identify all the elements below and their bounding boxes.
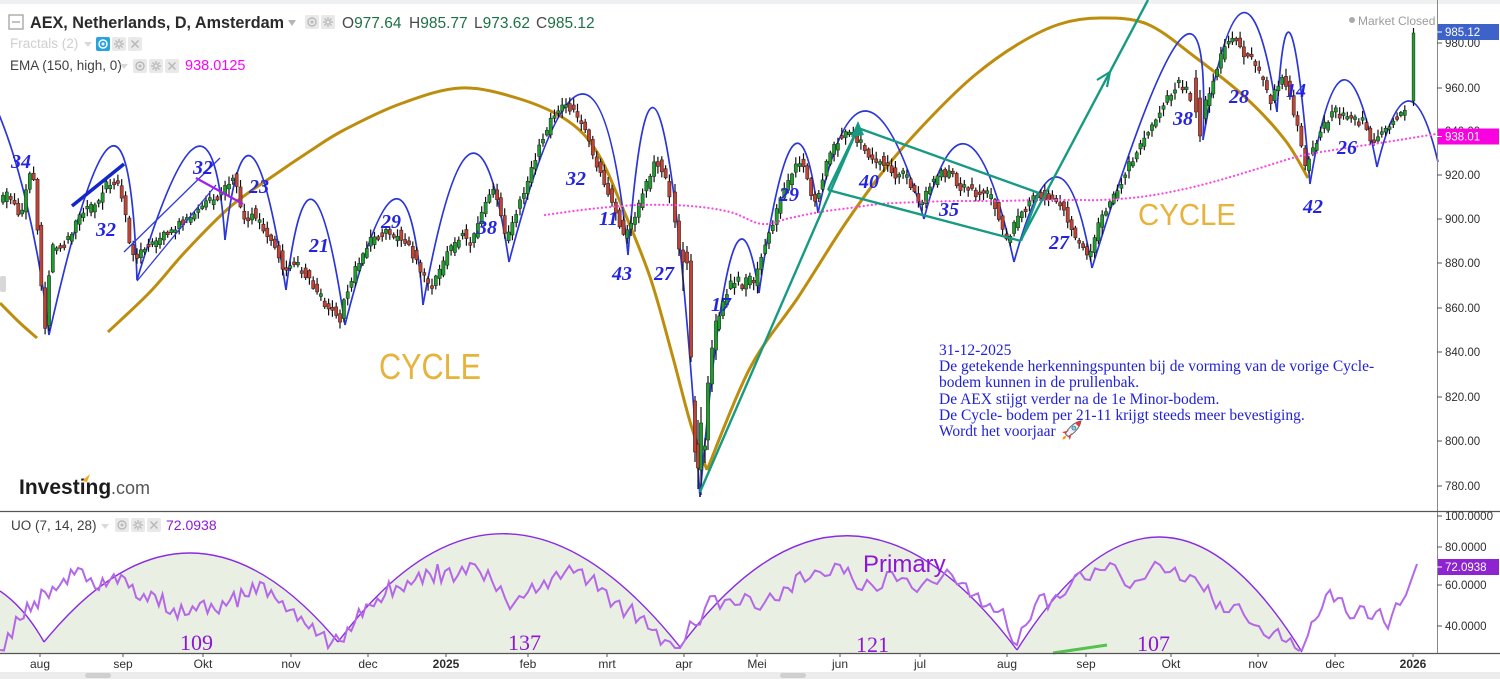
svg-text:Okt: Okt xyxy=(1162,657,1181,671)
svg-text:De Cycle- bodem per 21-11 krij: De Cycle- bodem per 21-11 krijgt steeds … xyxy=(939,407,1305,424)
svg-text:72.0938: 72.0938 xyxy=(166,517,217,533)
svg-text:107: 107 xyxy=(1137,631,1170,656)
svg-text:Market Closed: Market Closed xyxy=(1358,14,1435,28)
svg-text:2026: 2026 xyxy=(1400,657,1427,671)
svg-text:27: 27 xyxy=(653,263,675,285)
svg-text:100.0000: 100.0000 xyxy=(1445,511,1493,523)
svg-text:jun: jun xyxy=(831,657,848,671)
svg-text:900.00: 900.00 xyxy=(1445,214,1480,226)
svg-text:CYCLE: CYCLE xyxy=(379,346,481,387)
svg-text:29: 29 xyxy=(380,211,401,233)
svg-text:jul: jul xyxy=(913,657,926,671)
svg-text:CYCLE: CYCLE xyxy=(1138,197,1236,232)
svg-text:32: 32 xyxy=(565,168,586,190)
svg-text:60.0000: 60.0000 xyxy=(1445,580,1487,592)
svg-text:780.00: 780.00 xyxy=(1445,481,1480,493)
svg-text:29: 29 xyxy=(778,184,799,206)
svg-text:26: 26 xyxy=(1336,137,1357,159)
svg-text:.com: .com xyxy=(111,478,150,498)
svg-text:840.00: 840.00 xyxy=(1445,347,1480,359)
svg-text:apr: apr xyxy=(675,657,692,671)
svg-text:980.00: 980.00 xyxy=(1445,38,1480,50)
svg-text:35: 35 xyxy=(938,199,959,221)
svg-text:31-12-2025: 31-12-2025 xyxy=(939,342,1012,359)
svg-text:dec: dec xyxy=(1325,657,1344,671)
svg-text:Wordt het voorjaar: Wordt het voorjaar xyxy=(939,423,1057,440)
svg-text:sep: sep xyxy=(1076,657,1096,671)
svg-text:sep: sep xyxy=(113,657,133,671)
svg-text:23: 23 xyxy=(248,176,269,198)
svg-text:34: 34 xyxy=(10,151,31,173)
svg-text:C985.12: C985.12 xyxy=(536,15,595,32)
svg-text:32: 32 xyxy=(192,157,213,179)
svg-text:feb: feb xyxy=(520,657,537,671)
svg-text:AEX, Netherlands, D, Amsterdam: AEX, Netherlands, D, Amsterdam xyxy=(30,14,284,32)
svg-text:2025: 2025 xyxy=(433,657,460,671)
svg-text:960.00: 960.00 xyxy=(1445,83,1480,95)
svg-text:28: 28 xyxy=(1228,86,1249,108)
svg-text:mrt: mrt xyxy=(598,657,616,671)
svg-text:UO (7, 14, 28): UO (7, 14, 28) xyxy=(11,518,97,533)
svg-text:aug: aug xyxy=(997,657,1017,671)
svg-text:dec: dec xyxy=(358,657,377,671)
svg-text:H985.77: H985.77 xyxy=(409,15,468,32)
svg-text:17: 17 xyxy=(711,294,732,316)
svg-text:38: 38 xyxy=(1172,108,1193,130)
svg-text:L973.62: L973.62 xyxy=(474,15,530,32)
svg-text:42: 42 xyxy=(1302,196,1323,218)
svg-text:72.0938: 72.0938 xyxy=(1445,562,1487,574)
svg-text:De getekende herkenningspunten: De getekende herkenningspunten bij de vo… xyxy=(939,358,1374,375)
svg-text:121: 121 xyxy=(856,632,889,657)
svg-text:De AEX stijgt verder na de 1e: De AEX stijgt verder na de 1e Minor-bode… xyxy=(939,391,1219,408)
svg-text:21: 21 xyxy=(308,235,329,257)
svg-text:O977.64: O977.64 xyxy=(342,15,402,32)
svg-text:11: 11 xyxy=(599,208,618,230)
svg-text:Investing: Investing xyxy=(19,476,111,499)
svg-text:43: 43 xyxy=(611,263,632,285)
svg-text:40: 40 xyxy=(858,171,879,193)
svg-text:bodem kunnen in de prullenbak.: bodem kunnen in de prullenbak. xyxy=(939,374,1139,391)
svg-text:985.12: 985.12 xyxy=(1445,27,1480,39)
svg-text:nov: nov xyxy=(1248,657,1267,671)
svg-text:880.00: 880.00 xyxy=(1445,258,1480,270)
svg-text:32: 32 xyxy=(95,219,116,241)
svg-text:Mei: Mei xyxy=(747,657,766,671)
svg-text:14: 14 xyxy=(1286,80,1306,102)
svg-text:EMA (150, high, 0): EMA (150, high, 0) xyxy=(10,58,122,73)
svg-text:109: 109 xyxy=(180,630,213,655)
svg-text:80.0000: 80.0000 xyxy=(1445,542,1487,554)
svg-text:38: 38 xyxy=(476,217,497,239)
svg-text:860.00: 860.00 xyxy=(1445,303,1480,315)
svg-text:137: 137 xyxy=(508,630,541,655)
svg-text:800.00: 800.00 xyxy=(1445,436,1480,448)
svg-text:Primary: Primary xyxy=(863,551,946,578)
svg-text:nov: nov xyxy=(281,657,300,671)
svg-text:Okt: Okt xyxy=(194,657,213,671)
svg-text:aug: aug xyxy=(30,657,50,671)
svg-text:Fractals (2): Fractals (2) xyxy=(10,36,78,51)
svg-text:938.0125: 938.0125 xyxy=(185,58,245,74)
svg-text:820.00: 820.00 xyxy=(1445,392,1480,404)
svg-text:40.0000: 40.0000 xyxy=(1445,621,1487,633)
svg-text:920.00: 920.00 xyxy=(1445,170,1480,182)
svg-text:938.01: 938.01 xyxy=(1445,132,1480,144)
svg-text:27: 27 xyxy=(1048,232,1070,254)
